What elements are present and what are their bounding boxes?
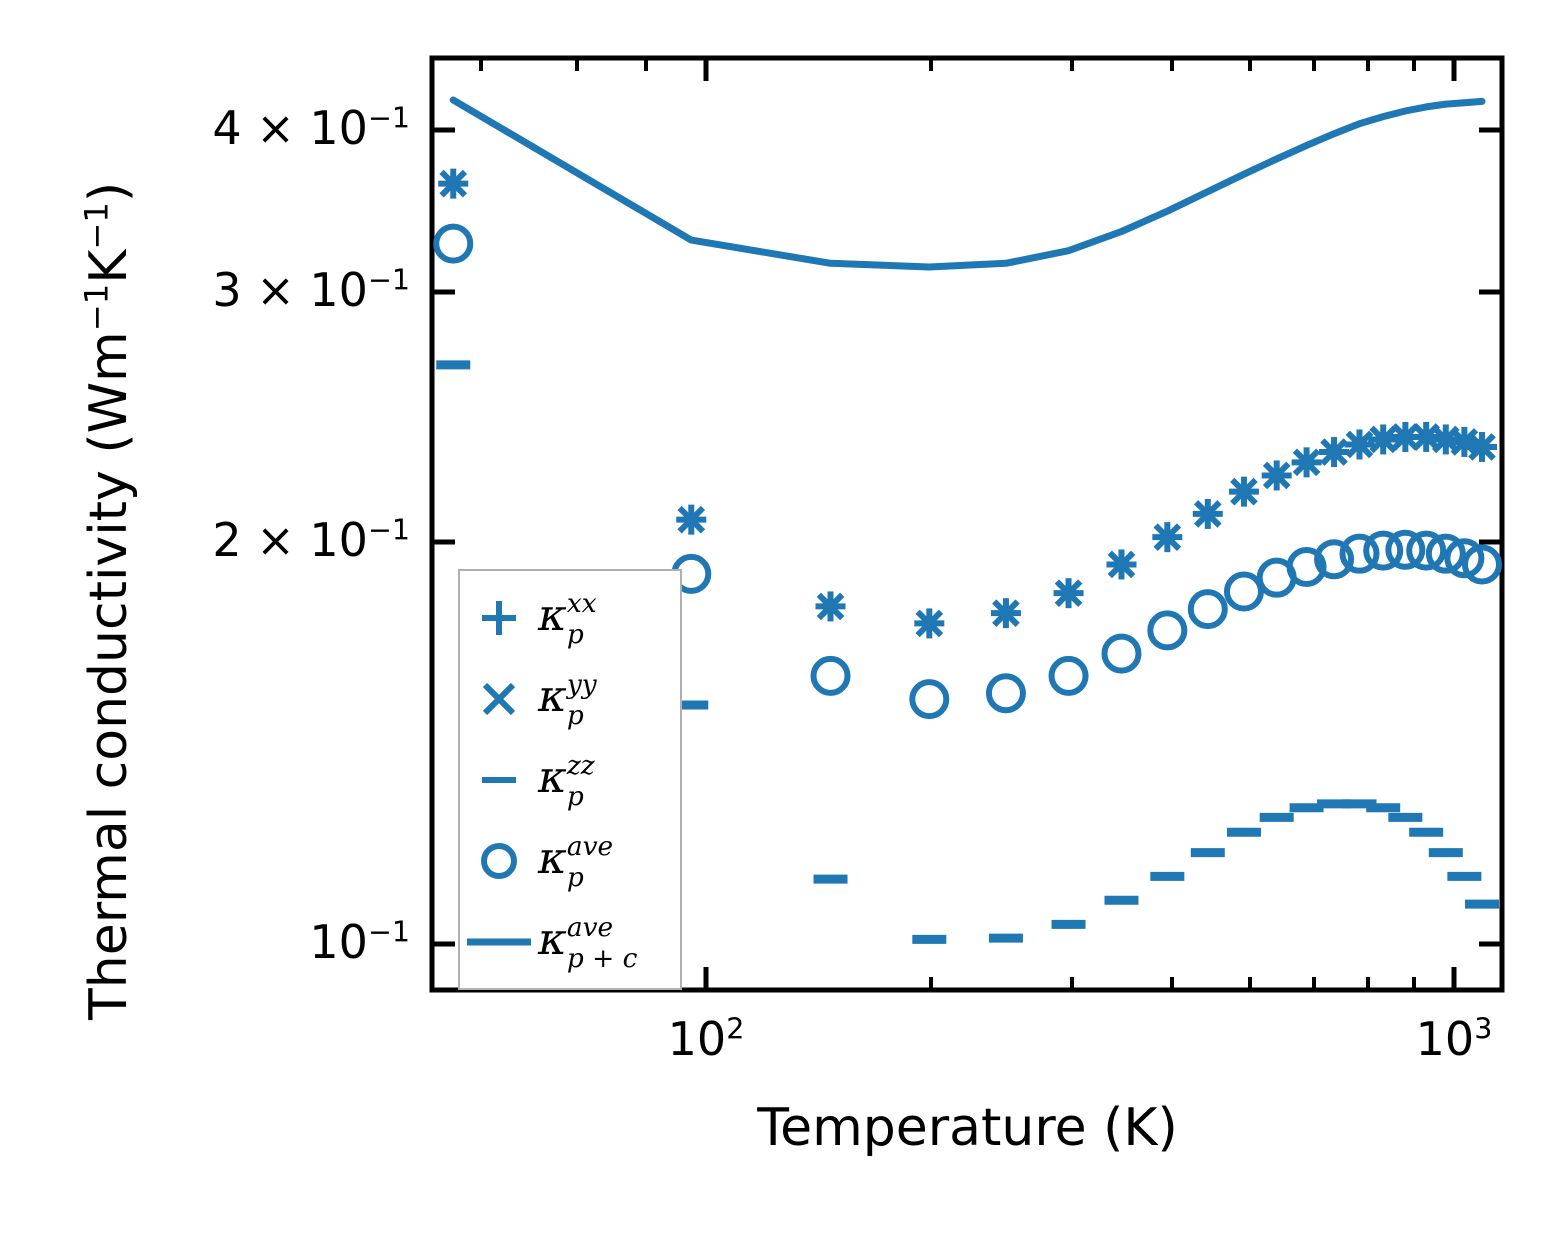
x-tick-label-1e2: 102 <box>667 1012 745 1066</box>
legend-entry-kappa-p-plus-c-ave[interactable]: κ ave p + c <box>460 905 680 979</box>
y-tick-label-4e-1: 4 × 10−1 <box>212 101 410 155</box>
series-kappa-p-zz-markers <box>436 360 1499 944</box>
plus-marker-icon <box>460 595 538 641</box>
series-kappa-p-xx-markers <box>438 168 1497 639</box>
x-axis-label: Temperature (K) <box>757 1098 1178 1158</box>
y-tick-label-1e-1: 10−1 <box>309 915 410 969</box>
axes-spines <box>429 55 1505 993</box>
legend-label-kappa-p-plus-c-ave: κ ave p + c <box>538 911 638 975</box>
axis-major-ticks <box>432 58 1502 990</box>
y-tick-label-2e-1: 2 × 10−1 <box>212 513 410 567</box>
cross-marker-icon <box>460 676 538 722</box>
legend-label-kappa-p-yy: κ yy p <box>538 668 597 732</box>
legend-entry-kappa-p-ave[interactable]: κ ave p <box>460 824 680 898</box>
legend-entry-kappa-p-xx[interactable]: κ xx p <box>460 581 680 655</box>
legend-entry-kappa-p-zz[interactable]: κ zz p <box>460 743 680 817</box>
circle-marker-icon <box>460 838 538 884</box>
x-tick-label-1e3: 103 <box>1415 1012 1493 1066</box>
series-kappa-p-ave-markers <box>433 223 1502 720</box>
legend-entry-kappa-p-yy[interactable]: κ yy p <box>460 662 680 736</box>
legend[interactable]: κ xx p κ yy p κ zz p κ ave p κ ave p + c <box>458 569 682 990</box>
series-kappa-p-plus-c-ave-line <box>449 96 1486 271</box>
series-kappa-p-yy-markers <box>439 169 1496 638</box>
legend-label-kappa-p-zz: κ zz p <box>538 749 595 813</box>
y-tick-label-3e-1: 3 × 10−1 <box>212 263 410 317</box>
legend-label-kappa-p-ave: κ ave p <box>538 830 614 894</box>
legend-label-kappa-p-xx: κ xx p <box>538 587 597 651</box>
line-marker-icon <box>460 919 538 965</box>
hline-marker-icon <box>460 757 538 803</box>
